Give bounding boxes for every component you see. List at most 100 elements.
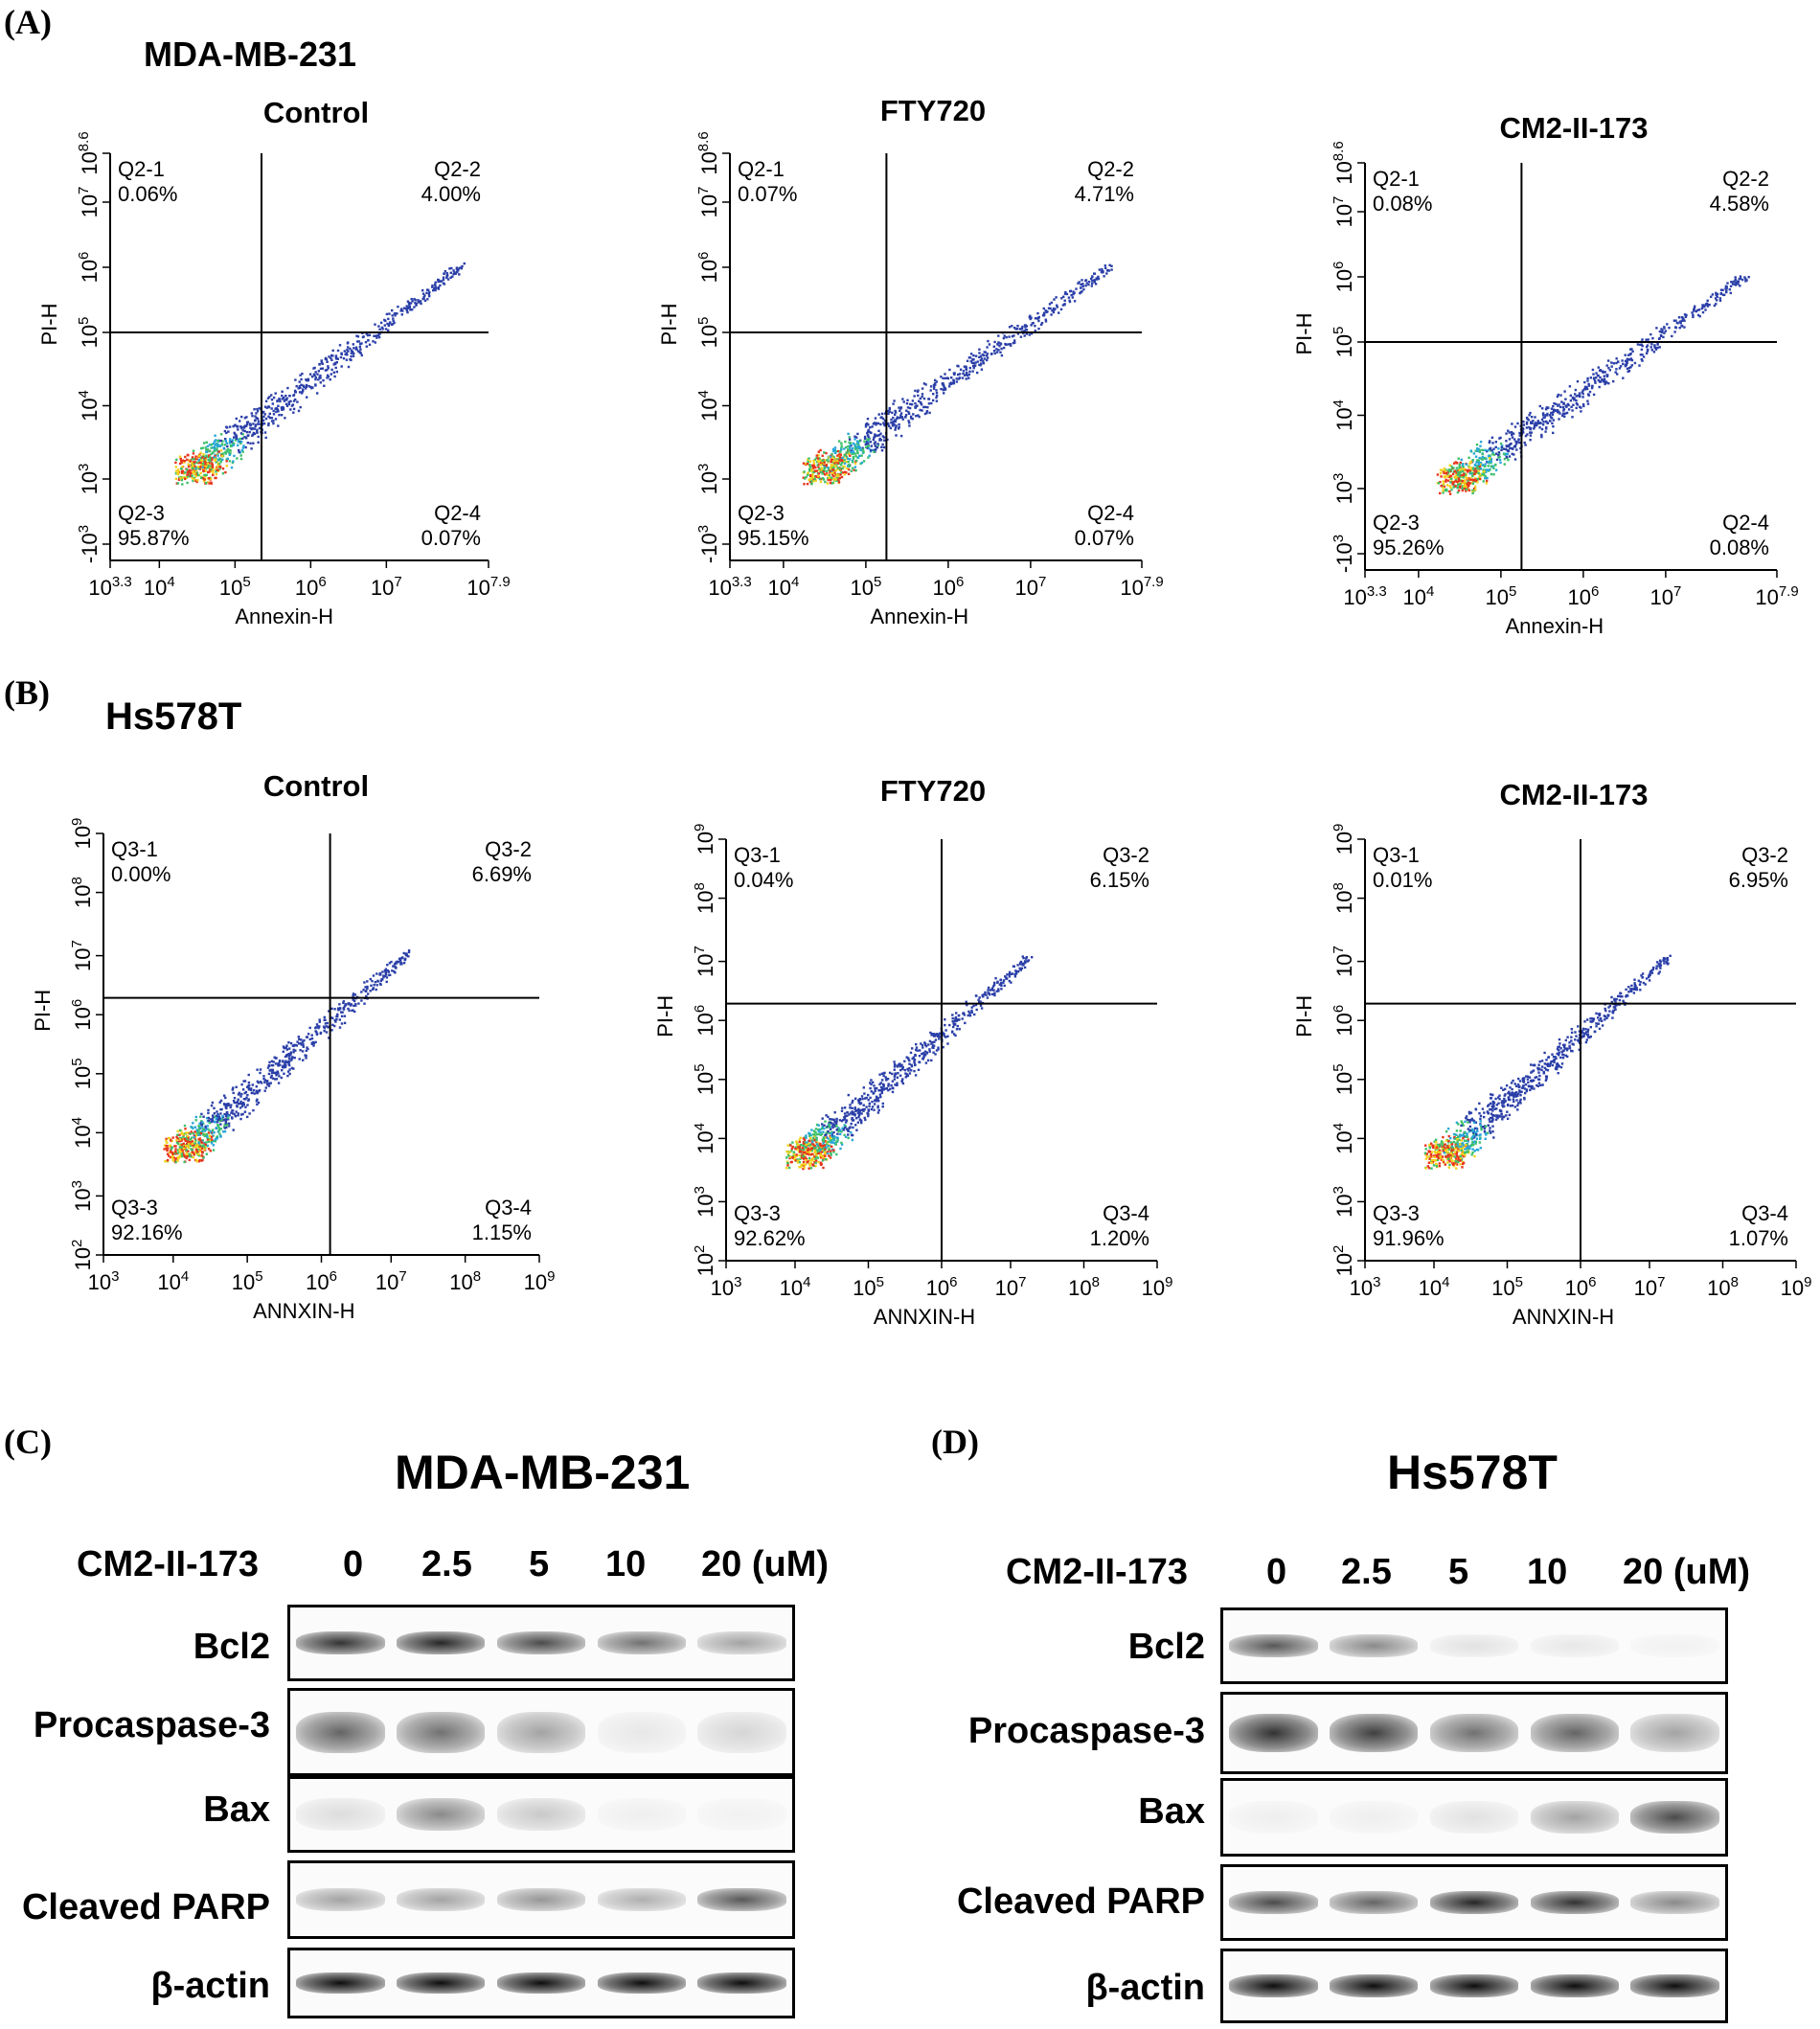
event-dot <box>1716 292 1719 296</box>
event-dot <box>168 1151 171 1154</box>
event-dot <box>843 472 846 476</box>
event-dot <box>307 1033 310 1036</box>
quadrant-q3-percent: 92.16% <box>111 1220 183 1244</box>
event-dot <box>893 1065 897 1068</box>
event-dot <box>1549 416 1553 419</box>
event-dot <box>224 470 227 474</box>
event-dot <box>1679 322 1682 325</box>
event-dot <box>850 445 853 447</box>
event-dot <box>1508 438 1512 441</box>
event-dot <box>980 357 984 360</box>
x-tick-label: 104 <box>144 574 175 600</box>
event-dot <box>984 991 987 994</box>
event-dot <box>843 1116 846 1119</box>
event-dot <box>379 321 383 325</box>
event-dot <box>1491 465 1494 467</box>
event-dot <box>390 323 394 326</box>
event-dot <box>251 415 254 418</box>
event-dot <box>1563 1047 1566 1050</box>
event-dot <box>1003 984 1006 988</box>
event-dot <box>1463 1135 1466 1138</box>
event-dot <box>208 444 212 446</box>
event-dot <box>903 1068 906 1072</box>
event-dot <box>276 407 279 411</box>
event-dot <box>206 448 210 451</box>
event-dot <box>968 366 971 370</box>
event-dot <box>1597 378 1600 382</box>
event-dot <box>908 424 911 427</box>
event-dot <box>240 1092 243 1096</box>
event-dot <box>198 1122 201 1125</box>
event-dot <box>817 472 821 475</box>
event-dot <box>362 989 365 992</box>
event-dot <box>853 442 855 445</box>
event-dot <box>1458 473 1462 476</box>
event-dot <box>815 457 818 460</box>
event-dot <box>944 376 947 380</box>
event-dot <box>915 415 918 418</box>
event-dot <box>894 428 897 431</box>
event-dot <box>457 267 460 270</box>
event-dot <box>316 392 319 395</box>
event-dot <box>1647 348 1649 352</box>
event-dot <box>1541 1083 1544 1086</box>
event-dot <box>1588 390 1592 394</box>
event-dot <box>174 1157 177 1160</box>
x-tick-label: 105 <box>232 1268 263 1294</box>
event-dot <box>378 982 382 986</box>
event-dot <box>890 422 893 424</box>
event-dot <box>1450 477 1453 481</box>
event-dot <box>969 353 973 355</box>
quadrant-q4-percent: 1.20% <box>1090 1226 1149 1250</box>
event-dot <box>864 445 868 448</box>
event-dot <box>278 414 281 417</box>
y-tick-label: 105 <box>76 317 102 349</box>
event-dot <box>190 1136 193 1139</box>
event-dot <box>900 1063 903 1066</box>
event-dot <box>1458 482 1462 486</box>
event-dot <box>365 990 368 992</box>
event-dot <box>286 386 289 390</box>
event-dot <box>804 477 807 480</box>
y-tick-label: 106 <box>69 999 95 1031</box>
event-dot <box>816 1149 819 1151</box>
event-dot <box>193 1140 197 1143</box>
event-dot <box>217 1127 220 1129</box>
event-dot <box>1448 490 1451 493</box>
event-dot <box>226 447 230 451</box>
event-dot <box>174 469 178 472</box>
event-dot <box>220 443 224 445</box>
event-dot <box>165 1137 168 1141</box>
event-dot <box>840 1130 843 1133</box>
event-dot <box>1463 467 1466 470</box>
event-dot <box>1490 449 1493 452</box>
event-dot <box>239 442 242 445</box>
event-dot <box>835 1117 838 1121</box>
event-dot <box>232 1091 235 1095</box>
event-dot <box>203 1143 206 1146</box>
event-dot <box>898 422 900 426</box>
event-dot <box>1008 975 1012 978</box>
x-tick-label: 107 <box>375 1268 407 1294</box>
event-dot <box>1627 986 1630 989</box>
event-dot <box>214 1140 217 1143</box>
event-dot <box>357 1002 360 1005</box>
event-dot <box>439 284 442 287</box>
event-dot <box>1653 344 1656 347</box>
event-dot <box>187 1136 190 1139</box>
event-dot <box>856 456 860 459</box>
event-dot <box>807 461 809 464</box>
event-dot <box>338 1026 342 1029</box>
event-dot <box>272 409 275 413</box>
y-tick-label: 103 <box>695 464 721 495</box>
y-tick-label: 106 <box>76 252 102 284</box>
event-dot <box>1636 343 1640 346</box>
event-dot <box>178 455 182 458</box>
event-dot <box>333 1018 336 1022</box>
event-dot <box>994 977 997 980</box>
event-dot <box>809 1161 812 1165</box>
event-dot <box>287 1041 290 1044</box>
event-dot <box>307 1047 309 1051</box>
event-dot <box>1011 325 1013 328</box>
event-dot <box>374 341 376 344</box>
